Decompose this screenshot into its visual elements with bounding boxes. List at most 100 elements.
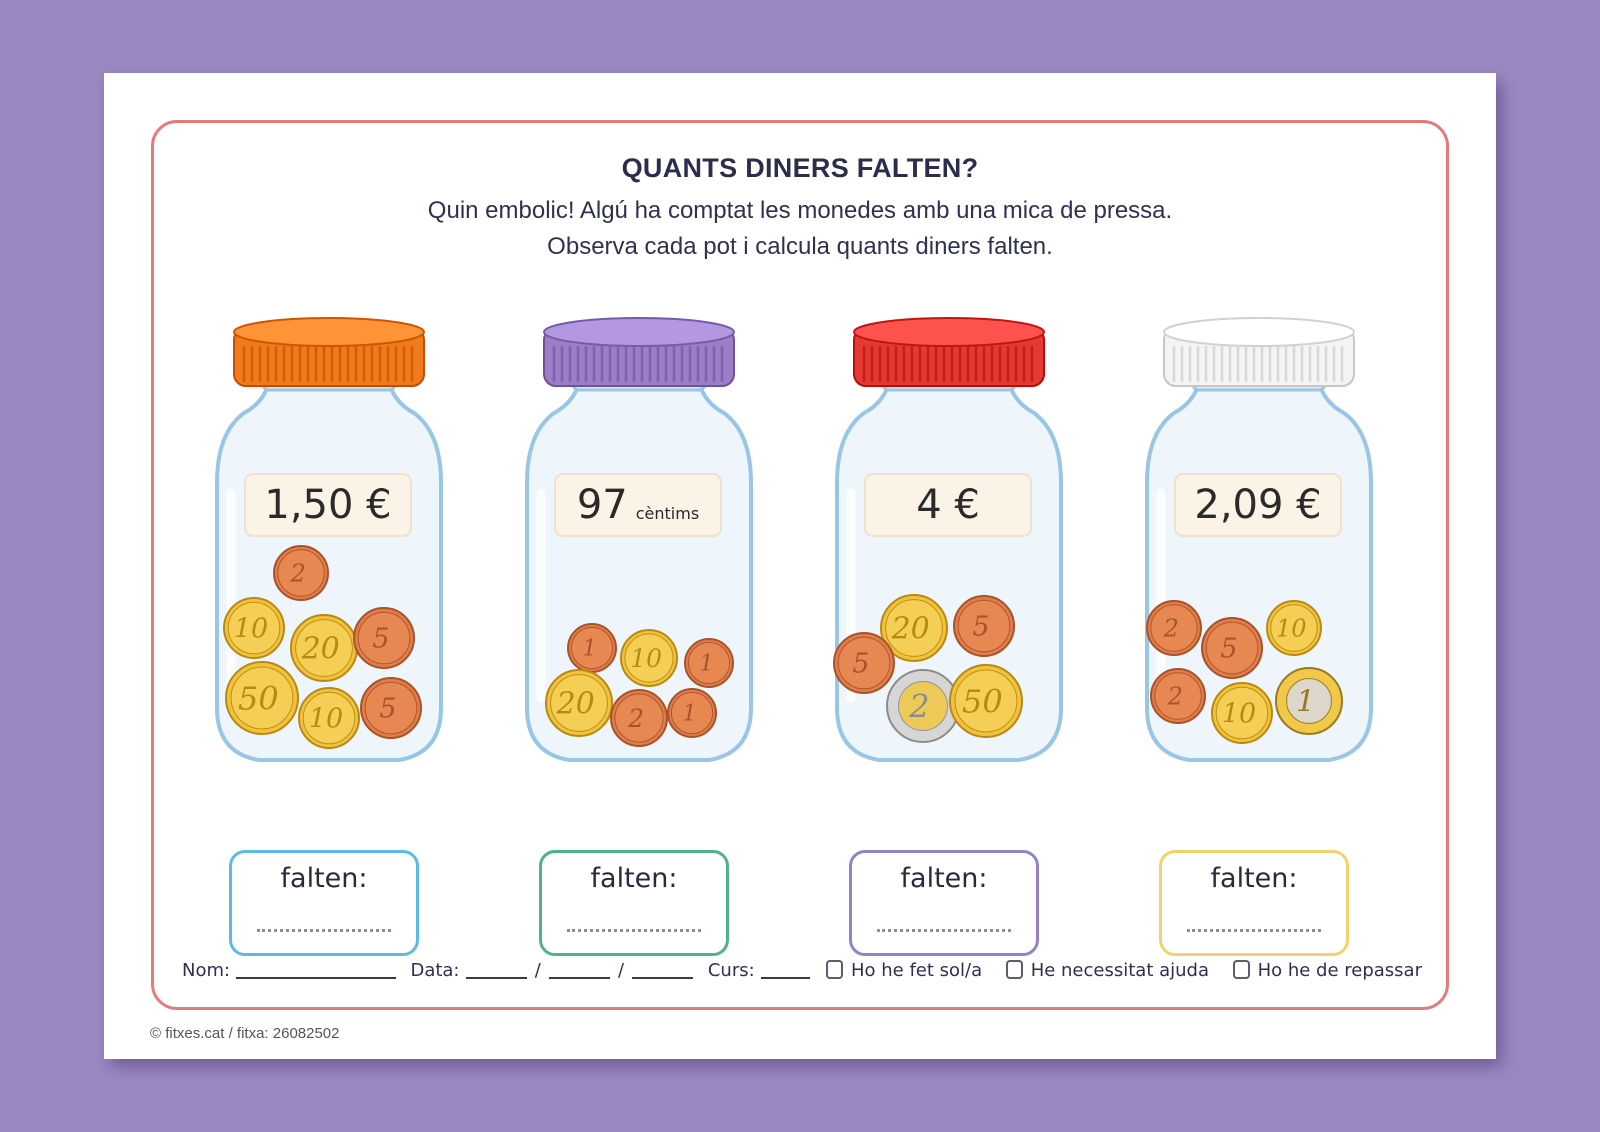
jar-lid-top [1163, 317, 1355, 347]
coin-value-text: 10 [1222, 699, 1256, 730]
needed-help-checkbox[interactable] [1005, 960, 1023, 979]
jar-lid-top [543, 317, 735, 347]
jar-1: 2 10 20 5 50 10 5 1,50 € [199, 308, 459, 778]
coin-10-gold: 10 [1211, 682, 1273, 744]
jar-3-target-label: 4 € [864, 473, 1032, 537]
coin-value-text: 2 [290, 560, 306, 588]
copyright-text: © fitxes.cat / fitxa: 26082502 [150, 1025, 340, 1042]
coin-1-copper: 1 [567, 623, 617, 673]
coin-5-copper: 5 [360, 677, 422, 739]
coin-value-text: 5 [972, 612, 989, 643]
name-field[interactable] [236, 959, 396, 979]
jar-4-answer-box[interactable]: falten: [1159, 850, 1349, 956]
jar-3-illustration: 20 5 5 2 50 [833, 317, 1063, 762]
coin-10-gold: 10 [1266, 600, 1322, 656]
coin-20-gold: 20 [290, 614, 358, 682]
date-label: Data: [410, 960, 460, 981]
coin-value-text: 2 [1167, 683, 1183, 711]
coin-2-copper: 2 [610, 689, 668, 747]
coin-value-text: 5 [1220, 634, 1237, 665]
jar-1-illustration: 2 10 20 5 50 10 5 [215, 317, 443, 762]
coin-20-gold: 20 [880, 594, 948, 662]
coin-50-gold: 50 [949, 664, 1023, 738]
coin-value-text: 10 [234, 614, 268, 645]
name-label: Nom: [182, 960, 231, 981]
coin-1-copper: 1 [684, 638, 734, 688]
done-alone-checkbox[interactable] [826, 960, 843, 979]
coin-value-text: 2 [1163, 615, 1179, 643]
coin-value-text: 5 [852, 649, 869, 680]
coin-2-copper: 2 [1150, 668, 1206, 724]
jar-1-answer-line[interactable] [257, 929, 391, 932]
coin-value-text: 2 [627, 704, 644, 733]
jar-2-answer-line[interactable] [567, 929, 701, 932]
coin-value-text: 5 [372, 624, 389, 655]
jar-4-answer-line[interactable] [1187, 929, 1321, 932]
coin-value-text: 10 [1276, 615, 1307, 643]
date-month-field[interactable] [548, 959, 611, 979]
jar-4: 2 5 10 2 10 1 2,09 € [1129, 308, 1389, 778]
coin-value-text: 1 [683, 702, 697, 727]
jar-2-answer-label: falten: [590, 863, 678, 894]
jar-4-target-label: 2,09 € [1174, 473, 1342, 537]
coin-1-bimetal_1: 1 [1275, 667, 1343, 735]
jar-2: 1 10 1 20 2 1 97 cèntims [509, 308, 769, 778]
jar-4-answer-label: falten: [1210, 863, 1298, 894]
instructions-line-2: Observa cada pot i calcula quants diners… [547, 233, 1053, 260]
coin-value-text: 50 [962, 683, 1003, 721]
coin-value-text: 20 [891, 612, 930, 647]
coin-5-copper: 5 [1201, 617, 1263, 679]
jar-2-target-value: 97 [576, 482, 628, 528]
coin-value-text: 1 [700, 652, 714, 677]
date-separator: / [534, 960, 541, 981]
jar-1-answer-label: falten: [280, 863, 368, 894]
coin-5-copper: 5 [833, 632, 895, 694]
student-info-row: Nom: Data: / / Curs: Ho he fet sol/a He … [182, 951, 1422, 981]
coin-2-copper: 2 [273, 545, 329, 601]
coin-value-text: 50 [238, 680, 279, 718]
coin-value-text: 1 [583, 637, 597, 662]
jar-3-target-value: 4 € [916, 482, 980, 528]
course-field[interactable] [760, 959, 811, 979]
jar-1-target-value: 1,50 € [264, 482, 392, 528]
instructions-line-1: Quin embolic! Algú ha comptat les monede… [427, 197, 1173, 224]
coin-50-gold: 50 [225, 661, 299, 735]
coin-value-text: 10 [630, 644, 662, 673]
course-label: Curs: [707, 960, 755, 981]
done-alone-label: Ho he fet sol/a [850, 960, 983, 981]
coin-value-text: 1 [1296, 685, 1315, 720]
needed-help-label: He necessitat ajuda [1030, 960, 1209, 981]
jar-lid-top [853, 317, 1045, 347]
jar-3-answer-line[interactable] [877, 929, 1011, 932]
jar-1-answer-box[interactable]: falten: [229, 850, 419, 956]
coin-5-copper: 5 [353, 607, 415, 669]
coin-10-gold: 10 [298, 687, 360, 749]
coin-10-gold: 10 [620, 629, 678, 687]
coin-value-text: 10 [309, 704, 343, 735]
coin-2-copper: 2 [1146, 600, 1202, 656]
must-review-label: Ho he de repassar [1257, 960, 1422, 981]
worksheet-frame: QUANTS DINERS FALTEN? Quin embolic! Algú… [151, 120, 1449, 1010]
coin-1-copper: 1 [667, 688, 717, 738]
jar-3-answer-label: falten: [900, 863, 988, 894]
coin-20-gold: 20 [545, 669, 613, 737]
jar-4-target-value: 2,09 € [1194, 482, 1322, 528]
must-review-checkbox[interactable] [1232, 960, 1250, 979]
jar-2-answer-box[interactable]: falten: [539, 850, 729, 956]
coin-value-text: 20 [301, 632, 340, 667]
date-year-field[interactable] [632, 959, 694, 979]
jar-2-target-unit: cèntims [635, 503, 700, 523]
coin-value-text: 20 [556, 687, 595, 722]
jar-2-target-label: 97 cèntims [554, 473, 722, 537]
worksheet-title: QUANTS DINERS FALTEN? [621, 153, 979, 183]
jar-2-illustration: 1 10 1 20 2 1 [525, 317, 753, 762]
coin-value-text: 5 [379, 694, 396, 725]
worksheet-page: QUANTS DINERS FALTEN? Quin embolic! Algú… [104, 73, 1496, 1059]
date-day-field[interactable] [465, 959, 527, 979]
jar-lid-top [233, 317, 425, 347]
coin-5-copper: 5 [953, 595, 1015, 657]
coin-value-text: 2 [908, 688, 929, 726]
date-separator: / [618, 960, 625, 981]
jar-3-answer-box[interactable]: falten: [849, 850, 1039, 956]
jar-4-illustration: 2 5 10 2 10 1 [1145, 317, 1373, 762]
